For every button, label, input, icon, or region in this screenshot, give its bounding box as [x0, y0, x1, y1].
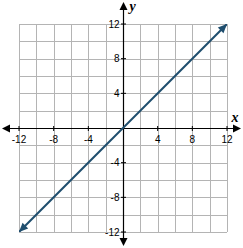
axis-arrow [233, 125, 241, 133]
x-tick-label: -12 [12, 134, 27, 145]
y-tick-label: 8 [114, 53, 120, 64]
y-axis-label: y [127, 0, 136, 14]
x-tick [19, 126, 20, 131]
axis-arrow [2, 125, 10, 133]
series-group [19, 24, 227, 232]
y-tick [121, 197, 126, 198]
axis-arrow [120, 2, 128, 10]
chart-container: -12 -8 -4 4 8 12 -12 -8 -4 4 8 12 x y [0, 0, 243, 248]
y-axis [123, 6, 124, 242]
y-tick-label: 4 [114, 88, 120, 99]
x-tick-label: 12 [221, 134, 233, 145]
y-tick-label: 12 [108, 19, 120, 30]
y-tick-label: -8 [111, 192, 120, 203]
x-tick-label: -4 [84, 134, 93, 145]
y-tick [121, 232, 126, 233]
line [19, 24, 227, 232]
line-arrowhead [218, 24, 227, 33]
y-tick [121, 58, 126, 59]
axis-arrow [120, 238, 128, 246]
y-tick-label: -4 [111, 157, 120, 168]
line-arrows [19, 24, 227, 232]
y-tick [121, 162, 126, 163]
chart-svg: -12 -8 -4 4 8 12 -12 -8 -4 4 8 12 x y [0, 0, 243, 248]
x-axis-label: x [231, 110, 239, 125]
x-tick [192, 126, 193, 131]
line-arrowhead [19, 223, 28, 232]
x-tick-label: 8 [190, 134, 196, 145]
axes: -12 -8 -4 4 8 12 -12 -8 -4 4 8 12 [2, 2, 241, 246]
x-tick-label: 4 [155, 134, 161, 145]
y-tick-label: -12 [105, 227, 120, 238]
y-tick [121, 24, 126, 25]
x-tick [88, 126, 89, 131]
x-tick-label: -8 [49, 134, 58, 145]
x-tick [227, 126, 228, 131]
x-tick [53, 126, 54, 131]
x-tick [157, 126, 158, 131]
y-tick [121, 93, 126, 94]
